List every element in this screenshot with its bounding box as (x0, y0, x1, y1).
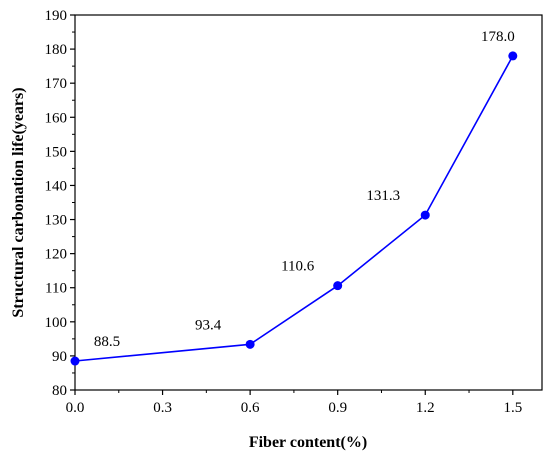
y-tick-label: 80 (52, 383, 67, 399)
data-point (70, 356, 80, 366)
y-tick-label: 130 (45, 213, 68, 229)
data-point (420, 210, 430, 220)
data-label: 178.0 (481, 29, 515, 45)
data-label: 93.4 (195, 317, 222, 333)
x-tick-label: 1.5 (503, 400, 522, 416)
data-label: 110.6 (281, 259, 315, 275)
y-tick-label: 140 (45, 178, 68, 194)
x-tick-label: 0.3 (153, 400, 172, 416)
x-tick-label: 0.0 (66, 400, 85, 416)
data-label: 131.3 (366, 188, 400, 204)
x-tick-label: 1.2 (416, 400, 435, 416)
x-tick-label: 0.6 (241, 400, 260, 416)
x-axis-title: Fiber content(%) (249, 434, 367, 451)
x-tick-label: 0.9 (328, 400, 347, 416)
y-tick-label: 100 (45, 315, 68, 331)
axis-tick-labels: 0.0 0.3 0.6 0.9 1.2 1.5 80 90 100 110 120 130 140 150… (45, 8, 523, 416)
data-points (70, 51, 518, 366)
y-tick-label: 110 (45, 281, 67, 297)
series-line (74, 55, 514, 362)
plot-frame (74, 14, 543, 391)
y-axis-title: Structural carbonation life(years) (10, 87, 27, 317)
y-tick-label: 160 (45, 110, 68, 126)
data-label: 88.5 (94, 334, 120, 350)
data-point (508, 51, 518, 61)
data-point (333, 281, 343, 291)
y-tick-label: 170 (45, 76, 68, 92)
y-tick-label: 90 (52, 349, 67, 365)
data-point (245, 339, 255, 349)
y-tick-label: 150 (45, 144, 68, 160)
y-tick-label: 180 (45, 42, 68, 58)
axis-ticks (70, 14, 514, 395)
y-tick-label: 120 (45, 247, 68, 263)
data-labels: 88.5 93.4 110.6 131.3 178.0 (94, 29, 515, 350)
y-tick-label: 190 (45, 8, 68, 24)
